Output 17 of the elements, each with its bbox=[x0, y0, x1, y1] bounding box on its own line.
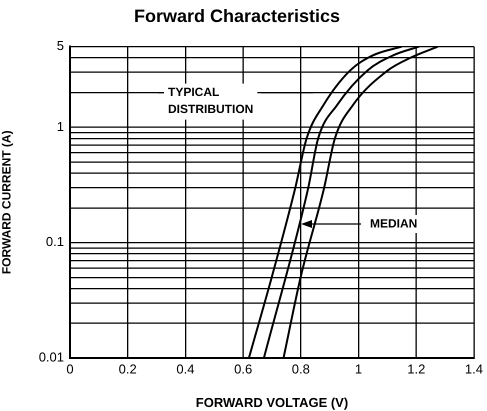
x-tick-label: 0.4 bbox=[176, 361, 194, 376]
chart-title: Forward Characteristics bbox=[134, 6, 340, 26]
x-tick-label: 1.4 bbox=[464, 361, 484, 376]
x-tick-label: 1.2 bbox=[407, 361, 426, 376]
y-axis-title: FORWARD CURRENT (A) bbox=[0, 130, 14, 274]
x-tick-label: 0 bbox=[66, 361, 74, 376]
annotation: TYPICAL DISTRIBUTION bbox=[168, 84, 254, 116]
y-tick-label: 0.1 bbox=[46, 234, 64, 250]
y-tick-label: 0.01 bbox=[38, 350, 64, 365]
x-tick-label: 0.2 bbox=[118, 361, 137, 376]
x-tick-label: 1 bbox=[354, 361, 362, 376]
y-tick-label: 5 bbox=[56, 38, 64, 54]
x-tick-label: 0.6 bbox=[234, 361, 252, 376]
annotation: MEDIAN bbox=[370, 216, 418, 230]
y-tick-label: 1 bbox=[56, 118, 64, 134]
x-tick-label: 0.8 bbox=[292, 361, 310, 376]
x-axis-title: FORWARD VOLTAGE (V) bbox=[196, 394, 348, 410]
